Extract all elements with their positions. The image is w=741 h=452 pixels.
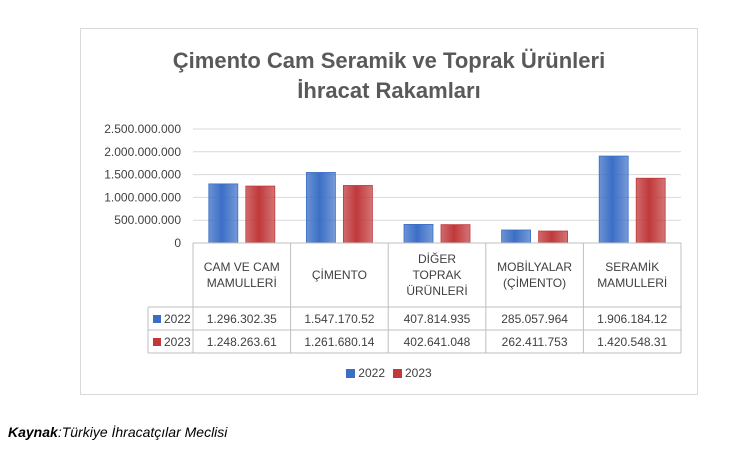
- data-label: 1.420.548.31: [597, 335, 667, 349]
- bar-2022-0: [208, 183, 239, 244]
- chart-frame: Çimento Cam Seramik ve Toprak Ürünleri İ…: [80, 28, 698, 395]
- y-tick-label: 500.000.000: [114, 213, 181, 227]
- legend-label: 2023: [405, 366, 432, 380]
- chart-legend: 2022 2023: [81, 366, 697, 381]
- bar-2023-0: [245, 185, 276, 244]
- table-series-name: 2022: [164, 312, 191, 326]
- category-label: MAMULLERİ: [207, 276, 277, 290]
- bar-2022-2: [403, 224, 434, 244]
- legend-item-2022: 2022: [346, 366, 385, 380]
- data-label: 1.248.263.61: [207, 335, 277, 349]
- bar-2022-1: [305, 172, 336, 244]
- source-text: :Türkiye İhracatçılar Meclisi: [57, 424, 228, 440]
- source-label: Kaynak: [8, 424, 58, 440]
- bar-2023-4: [635, 177, 666, 244]
- category-label: SERAMİK: [605, 260, 659, 274]
- data-label: 1.296.302.35: [207, 312, 277, 326]
- table-legend-swatch-2022: [153, 315, 161, 323]
- table-legend-swatch-2023: [153, 338, 161, 346]
- chart-title-line2: İhracat Rakamları: [297, 78, 481, 103]
- table-series-name: 2023: [164, 335, 191, 349]
- y-tick-label: 1.000.000.000: [104, 190, 181, 204]
- source-line: Kaynak:Türkiye İhracatçılar Meclisi: [8, 424, 227, 440]
- y-tick-label: 1.500.000.000: [104, 168, 181, 182]
- legend-swatch: [346, 368, 356, 378]
- category-label: DİĞER: [418, 251, 456, 266]
- data-label: 262.411.753: [502, 335, 568, 349]
- category-label: CAM VE CAM: [204, 260, 280, 274]
- legend-label: 2022: [358, 366, 385, 380]
- legend-swatch: [393, 368, 402, 378]
- data-label: 407.814.935: [404, 312, 471, 326]
- bar-2023-1: [342, 185, 373, 244]
- category-label: MAMULLERİ: [597, 276, 667, 290]
- chart-title-line1: Çimento Cam Seramik ve Toprak Ürünleri: [172, 48, 606, 73]
- data-label: 285.057.964: [501, 312, 568, 326]
- category-label: (ÇİMENTO): [503, 276, 566, 290]
- legend-item-2023: 2023: [393, 366, 432, 380]
- category-label: TOPRAK: [412, 268, 461, 282]
- data-label: 1.906.184.12: [597, 312, 667, 326]
- bar-2023-2: [440, 224, 471, 244]
- y-tick-label: 2.000.000.000: [104, 145, 181, 159]
- bar-2022-4: [598, 155, 629, 244]
- chart-title: Çimento Cam Seramik ve Toprak Ürünleri İ…: [81, 46, 697, 106]
- bar-2022-3: [501, 229, 532, 244]
- data-label: 402.641.048: [404, 335, 471, 349]
- y-tick-label: 0: [174, 236, 181, 250]
- chart-plot: 0 500.000.000 1.000.000.000 1.500.000.000 2.…: [104, 122, 682, 354]
- category-label: ÇİMENTO: [312, 268, 367, 282]
- y-tick-label: 2.500.000.000: [104, 122, 181, 136]
- bar-2023-3: [538, 230, 569, 244]
- data-label: 1.261.680.14: [304, 335, 374, 349]
- data-label: 1.547.170.52: [304, 312, 374, 326]
- category-label: MOBİLYALAR: [497, 260, 572, 274]
- category-label: ÜRÜNLERİ: [406, 284, 467, 298]
